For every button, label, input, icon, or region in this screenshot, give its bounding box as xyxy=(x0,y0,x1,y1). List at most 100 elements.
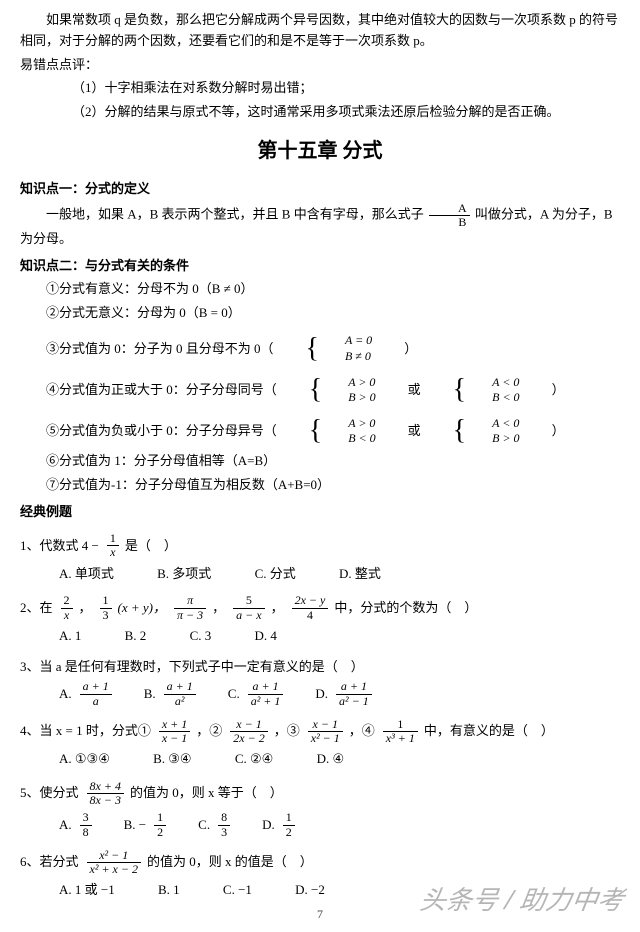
cond-2: ②分式无意义：分母为 0（B = 0） xyxy=(20,303,620,324)
cond-6: ⑥分式值为 1：分子分母值相等（A=B） xyxy=(20,451,620,472)
frac-n: 8x + 4 xyxy=(87,780,124,794)
q5-opt-a: A.38 xyxy=(59,811,94,838)
sep: ，④ xyxy=(349,721,375,742)
brace-row: B ≠ 0 xyxy=(319,349,372,365)
q6-options: A. 1 或 −1 B. 1 C. −1 D. −2 xyxy=(20,880,620,901)
opt-label: A. xyxy=(59,815,72,836)
brace-group: { A > 0 B < 0 xyxy=(283,416,376,447)
examples-head: 经典例题 xyxy=(20,502,620,523)
frac-d: x² − 1 xyxy=(308,732,343,745)
or-text: 或 xyxy=(382,380,421,401)
frac-n: 1 xyxy=(100,594,112,608)
cond5-text: ⑤分式值为负或小于 0：分子分母异号（ xyxy=(20,421,277,442)
q6-opt-c: C. −1 xyxy=(223,880,252,901)
brace-row: B < 0 xyxy=(466,390,519,406)
q5-opt-b: B. −12 xyxy=(124,811,169,838)
page-number: 7 xyxy=(0,905,640,924)
q3-opt-d: D.a + 1a² − 1 xyxy=(315,680,373,707)
q6-b: 的值为 0，则 x 的值是（ ） xyxy=(147,852,313,873)
q5-opt-d: D.12 xyxy=(262,811,297,838)
q2-f4: 5a − x xyxy=(233,594,264,621)
frac-d: 3 xyxy=(100,609,112,622)
left-brace-icon: { xyxy=(280,335,319,363)
q5-a: 5、使分式 xyxy=(20,783,79,804)
q6-opt-d: D. −2 xyxy=(295,880,325,901)
q4-stem: 4、当 x = 1 时，分式① x + 1x − 1 ，② x − 12x − … xyxy=(20,718,620,745)
chapter-title: 第十五章 分式 xyxy=(20,135,620,167)
q4-opt-d: D. ④ xyxy=(317,749,345,770)
q5-frac: 8x + 48x − 3 xyxy=(87,780,124,807)
q2-opt-a: A. 1 xyxy=(59,626,81,647)
opt-label: B. xyxy=(144,684,156,705)
q1-stem: 1、代数式 4 − 1 x 是（ ） xyxy=(20,532,620,559)
frac-d: a² − 1 xyxy=(336,695,372,708)
close-paren: ） xyxy=(526,421,565,442)
q5-options: A.38 B. −12 C.83 D.12 xyxy=(20,811,620,838)
opt-label: B. − xyxy=(124,815,147,836)
q1-opt-c: C. 分式 xyxy=(255,564,296,585)
brace-row: B > 0 xyxy=(466,431,519,447)
comma: ， xyxy=(271,598,284,619)
section1-body: 一般地，如果 A，B 表示两个整式，并且 B 中含有字母，那么式子 A B 叫做… xyxy=(20,202,620,250)
opt-label: C. xyxy=(228,684,240,705)
frac-d: 3 xyxy=(218,826,230,839)
q4-opt-b: B. ③④ xyxy=(153,749,191,770)
q2-opt-b: B. 2 xyxy=(125,626,147,647)
comma: ， xyxy=(79,598,92,619)
q5-opt-c: C.83 xyxy=(198,811,232,838)
frac-d: 8x − 3 xyxy=(87,794,124,807)
q6-frac: x² − 1x² + x − 2 xyxy=(87,849,141,876)
frac-d: x² + x − 2 xyxy=(87,863,141,876)
q2-opt-c: C. 3 xyxy=(190,626,212,647)
frac-n: 5 xyxy=(233,594,264,608)
q3-opt-b: B.a + 1a² xyxy=(144,680,198,707)
opt-label: C. xyxy=(198,815,210,836)
cond-1: ①分式有意义：分母不为 0（B ≠ 0） xyxy=(20,279,620,300)
q1-frac: 1 x xyxy=(107,532,119,559)
comma: ， xyxy=(212,598,225,619)
intro-paragraph: 如果常数项 q 是负数，那么把它分解成两个异号因数，其中绝对值较大的因数与一次项… xyxy=(20,10,620,52)
frac-n: 3 xyxy=(80,811,92,825)
brace-row: A > 0 xyxy=(322,416,375,432)
section2-head: 知识点二：与分式有关的条件 xyxy=(20,256,620,277)
q4-opt-c: C. ②④ xyxy=(235,749,273,770)
frac-n: 1 xyxy=(107,532,119,546)
opt-label: A. xyxy=(59,684,72,705)
frac-n: a + 1 xyxy=(80,680,112,694)
frac-d: x³ + 1 xyxy=(383,732,418,745)
q3-options: A.a + 1a B.a + 1a² C.a + 1a² + 1 D.a + 1… xyxy=(20,680,620,707)
q2-f2: 13 xyxy=(100,594,112,621)
brace-row: A > 0 xyxy=(322,375,375,391)
q6-stem: 6、若分式 x² − 1x² + x − 2 的值为 0，则 x 的值是（ ） xyxy=(20,849,620,876)
q2-a: 2、在 xyxy=(20,598,53,619)
opt-label: D. xyxy=(262,815,275,836)
comment-1: （1）十字相乘法在对系数分解时易出错； xyxy=(20,78,620,99)
q1-options: A. 单项式 B. 多项式 C. 分式 D. 整式 xyxy=(20,564,620,585)
q2-f2-tail: (x + y)， xyxy=(118,598,166,619)
frac-n: A xyxy=(429,202,470,216)
q3-stem: 3、当 a 是任何有理数时，下列式子中一定有意义的是（ ） xyxy=(20,657,620,678)
q1-opt-a: A. 单项式 xyxy=(59,564,114,585)
frac-d: a − x xyxy=(233,609,264,622)
close-paren: ） xyxy=(526,380,565,401)
frac-n: x² − 1 xyxy=(87,849,141,863)
frac-d: 2x − 2 xyxy=(230,732,267,745)
or-text: 或 xyxy=(382,421,421,442)
brace-row: B > 0 xyxy=(322,390,375,406)
frac-n: x − 1 xyxy=(308,718,343,732)
brace-group: { A < 0 B > 0 xyxy=(427,416,520,447)
sep: ，② xyxy=(196,721,222,742)
brace-row: B < 0 xyxy=(322,431,375,447)
frac-n: x + 1 xyxy=(159,718,190,732)
frac-d: 2 xyxy=(283,826,295,839)
q2-f1: 2x xyxy=(61,594,73,621)
frac-n: a + 1 xyxy=(248,680,284,694)
close-paren: ） xyxy=(378,339,417,360)
q1-opt-b: B. 多项式 xyxy=(157,564,211,585)
frac-d: 2 xyxy=(154,826,166,839)
q1-b: 是（ ） xyxy=(125,536,177,557)
frac-d: x − 1 xyxy=(159,732,190,745)
q4-f4: 1x³ + 1 xyxy=(383,718,418,745)
cond-7: ⑦分式值为-1：分子分母值互为相反数（A+B=0） xyxy=(20,475,620,496)
q6-opt-a: A. 1 或 −1 xyxy=(59,880,115,901)
